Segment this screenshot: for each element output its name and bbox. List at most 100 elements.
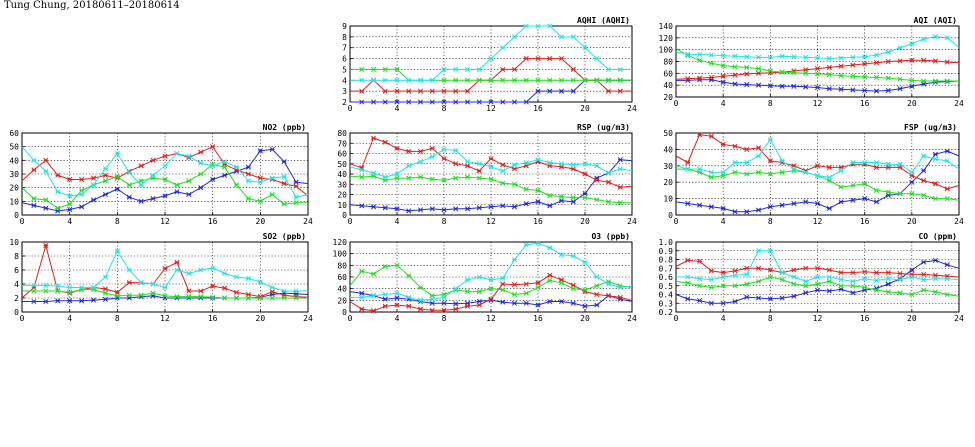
data-point xyxy=(429,88,435,94)
data-point xyxy=(767,171,773,177)
data-point xyxy=(755,66,762,72)
y-tick-label: 4 xyxy=(342,76,347,85)
y-tick-label: 0.8 xyxy=(659,256,674,265)
data-point xyxy=(43,242,49,249)
data-point xyxy=(909,57,915,63)
y-tick-label: 80 xyxy=(663,58,673,67)
data-point xyxy=(198,160,204,166)
data-point xyxy=(732,283,738,289)
data-point xyxy=(417,306,424,312)
data-point xyxy=(873,159,880,166)
data-point xyxy=(359,77,365,83)
data-point xyxy=(594,177,600,183)
data-point xyxy=(932,156,938,162)
x-tick-label: 20 xyxy=(580,104,590,113)
data-point xyxy=(826,274,832,280)
data-point xyxy=(500,162,506,168)
data-point xyxy=(198,294,204,300)
data-point xyxy=(708,133,714,139)
data-point xyxy=(79,191,85,198)
data-point xyxy=(535,77,541,83)
data-point xyxy=(767,296,773,302)
data-point xyxy=(186,294,192,300)
data-point xyxy=(198,171,204,177)
data-point xyxy=(441,66,447,72)
data-point xyxy=(523,281,529,287)
data-point xyxy=(720,141,726,148)
data-point xyxy=(932,78,938,84)
data-point xyxy=(685,76,691,82)
data-point xyxy=(873,270,880,276)
data-point xyxy=(558,280,565,286)
data-point xyxy=(90,297,97,303)
data-point xyxy=(605,77,612,83)
data-point xyxy=(708,268,714,274)
data-point xyxy=(708,52,714,58)
data-point xyxy=(394,88,400,94)
data-point xyxy=(102,286,108,292)
data-point xyxy=(720,300,726,306)
x-tick-label: 4 xyxy=(721,217,726,226)
x-tick-label: 12 xyxy=(486,104,496,113)
data-point xyxy=(293,183,299,189)
data-point xyxy=(791,281,797,287)
data-point xyxy=(897,58,903,64)
data-point xyxy=(464,163,471,169)
data-point xyxy=(269,191,275,198)
data-point xyxy=(547,245,553,251)
data-point xyxy=(370,204,377,210)
data-point xyxy=(359,306,365,312)
data-point xyxy=(102,274,108,280)
data-point xyxy=(43,298,49,305)
data-point xyxy=(838,168,844,174)
data-point xyxy=(897,45,903,51)
data-point xyxy=(429,77,435,83)
data-point xyxy=(605,66,612,72)
data-point xyxy=(359,66,365,72)
y-tick-label: 10 xyxy=(9,197,19,206)
y-tick-label: 4 xyxy=(14,280,19,289)
data-point xyxy=(114,186,120,192)
data-point xyxy=(803,54,809,60)
data-point xyxy=(429,99,435,105)
data-point xyxy=(198,288,204,294)
data-point xyxy=(233,289,240,295)
data-point xyxy=(453,175,459,181)
data-point xyxy=(605,170,612,176)
data-point xyxy=(826,205,832,211)
x-tick-label: 24 xyxy=(627,217,637,226)
data-point xyxy=(814,71,821,77)
data-point xyxy=(394,66,400,72)
data-point xyxy=(417,148,424,155)
data-point xyxy=(814,66,821,72)
data-point xyxy=(174,267,180,273)
data-point xyxy=(382,263,388,270)
data-point xyxy=(708,277,714,283)
data-point xyxy=(594,302,600,308)
data-point xyxy=(476,99,482,105)
y-tick-label: 10 xyxy=(663,195,673,204)
data-point xyxy=(791,293,797,299)
data-point xyxy=(464,159,471,165)
data-point xyxy=(732,298,738,305)
data-point xyxy=(150,196,156,202)
data-point xyxy=(488,156,494,162)
data-point xyxy=(720,53,726,59)
data-point xyxy=(198,185,204,191)
data-point xyxy=(476,77,482,83)
y-tick-label: 100 xyxy=(659,46,674,55)
data-point xyxy=(429,300,435,306)
data-point xyxy=(921,259,927,265)
data-point xyxy=(862,159,868,166)
plot-frame xyxy=(21,132,309,216)
data-point xyxy=(803,199,809,205)
data-point xyxy=(582,171,588,177)
x-tick-label: 8 xyxy=(442,104,447,113)
data-point xyxy=(138,163,144,169)
data-point xyxy=(617,294,623,300)
x-tick-label: 4 xyxy=(395,104,400,113)
data-point xyxy=(126,292,132,298)
data-point xyxy=(605,281,612,287)
data-point xyxy=(582,77,588,83)
data-point xyxy=(31,157,37,163)
